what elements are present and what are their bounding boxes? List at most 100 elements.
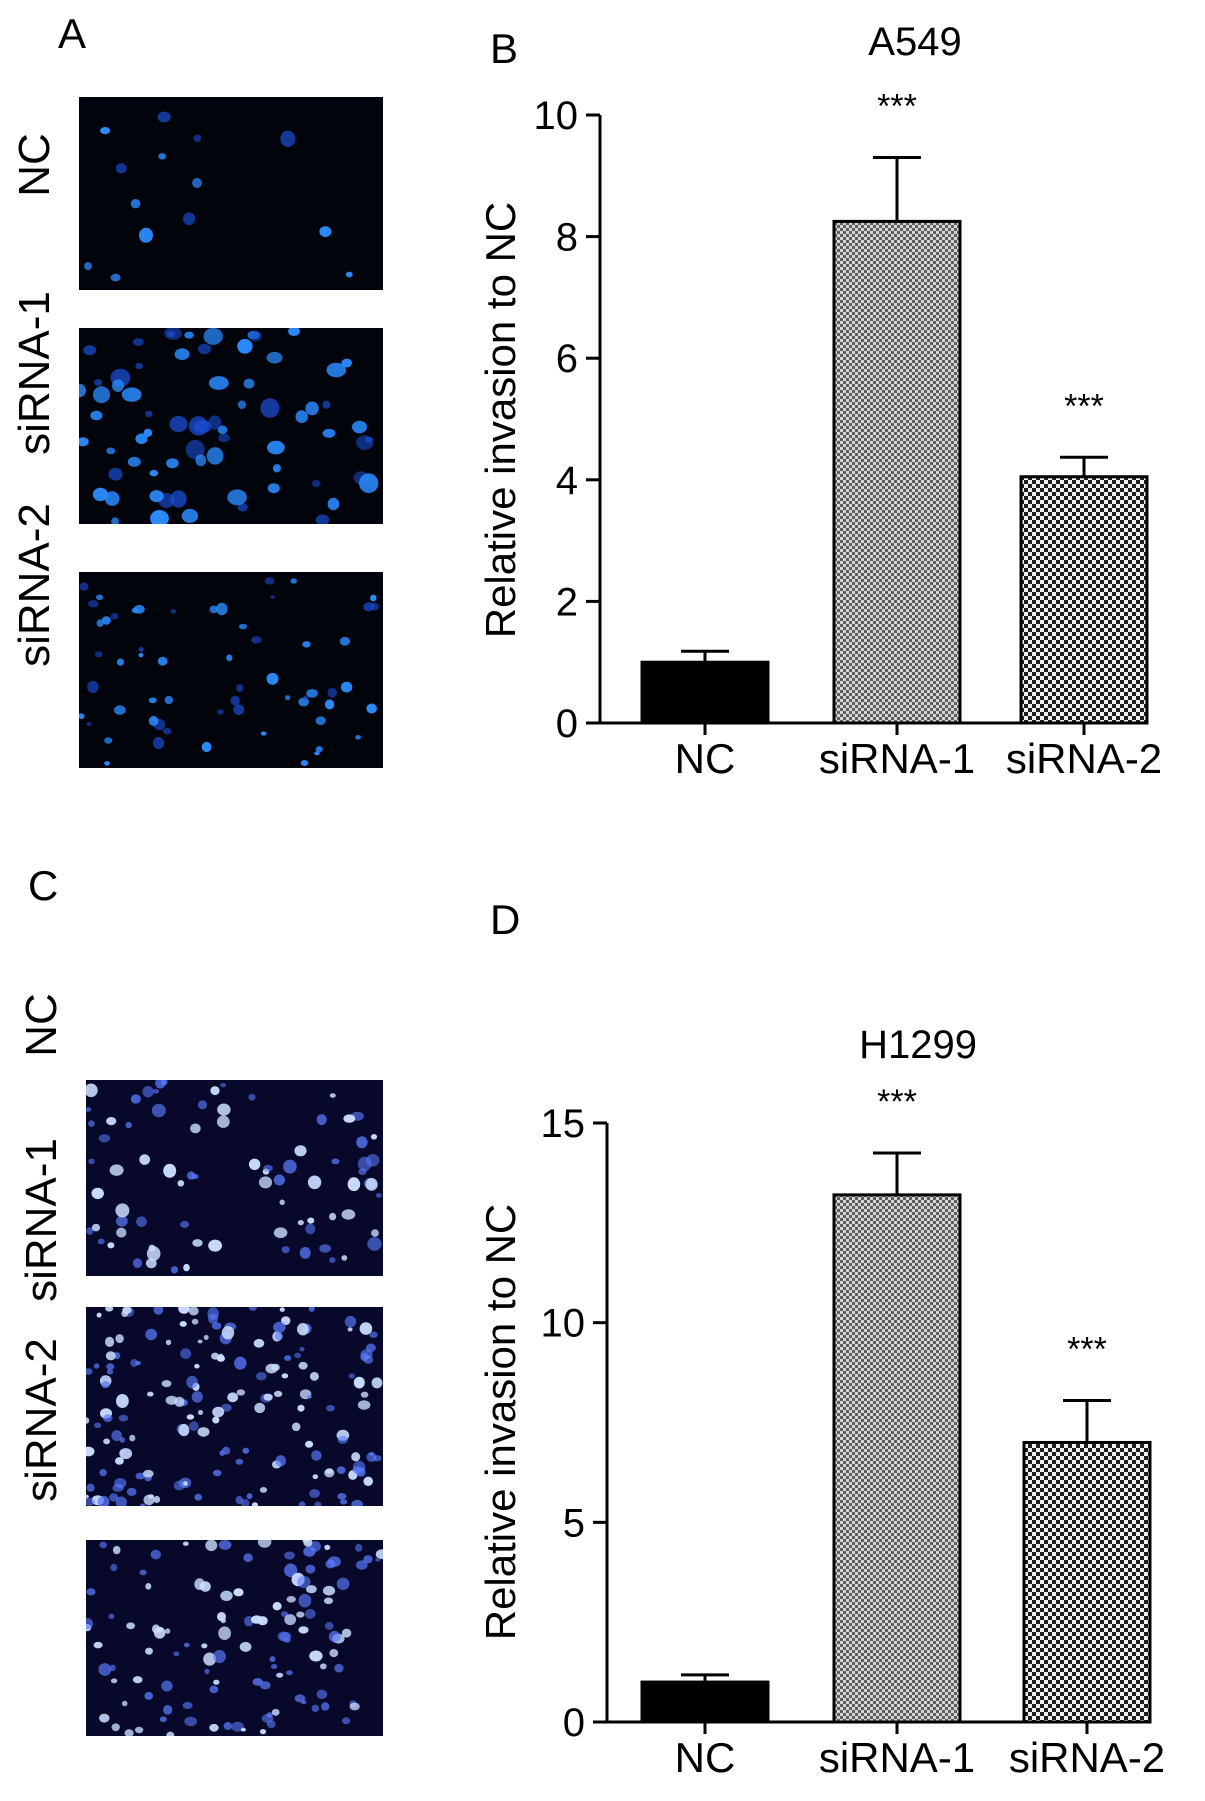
cell-nucleus [98, 1134, 111, 1143]
cell-nucleus [93, 1641, 103, 1649]
cell-nucleus [86, 1588, 96, 1596]
cell-nucleus [209, 605, 218, 614]
cell-nucleus [345, 271, 353, 278]
cell-nucleus [371, 1377, 383, 1389]
cell-nucleus [158, 153, 166, 160]
cell-nucleus [334, 1663, 344, 1673]
cell-nucleus [205, 1540, 218, 1552]
cell-nucleus [145, 1328, 158, 1341]
cell-nucleus [79, 437, 89, 447]
x-tick-label: siRNA-2 [1006, 735, 1162, 782]
cell-nucleus [360, 1391, 369, 1398]
cell-nucleus [306, 1395, 312, 1399]
cell-nucleus [79, 383, 86, 398]
cell-nucleus [249, 330, 262, 342]
cell-nucleus [365, 1178, 378, 1191]
cell-nucleus [311, 1704, 320, 1712]
cell-nucleus [212, 1469, 222, 1477]
cell-nucleus [370, 1134, 378, 1140]
cell-nucleus [213, 1679, 220, 1685]
cell-nucleus [119, 1448, 133, 1460]
y-tick-label: 10 [534, 94, 579, 138]
cell-nucleus [294, 1145, 307, 1157]
micrograph-a549-nc-cells [84, 111, 353, 282]
cell-nucleus [151, 1624, 161, 1634]
cell-nucleus [95, 651, 103, 658]
cell-nucleus [112, 379, 124, 392]
cell-nucleus [303, 695, 309, 701]
y-tick-label: 10 [541, 1302, 586, 1346]
cell-nucleus [119, 1437, 126, 1443]
cell-nucleus [170, 1266, 179, 1274]
cell-nucleus [355, 735, 361, 740]
cell-nucleus [299, 1347, 305, 1352]
cell-nucleus [115, 163, 127, 174]
cell-nucleus [150, 1549, 161, 1560]
cell-nucleus [331, 1158, 340, 1165]
cell-nucleus [110, 613, 119, 620]
cell-nucleus [163, 727, 172, 735]
cell-nucleus [305, 1564, 316, 1574]
cell-nucleus [306, 689, 318, 698]
cell-nucleus [251, 1502, 258, 1506]
cell-nucleus [163, 1705, 173, 1715]
cell-nucleus [83, 345, 97, 356]
cell-nucleus [257, 1540, 272, 1548]
cell-nucleus [86, 1483, 95, 1492]
cell-nucleus [138, 647, 144, 652]
cell-nucleus [270, 1664, 278, 1669]
cell-nucleus [375, 1193, 382, 1198]
chart-title: H1299 [859, 1023, 977, 1067]
cell-nucleus [260, 731, 267, 736]
cell-nucleus [184, 1716, 198, 1727]
cell-nucleus [166, 331, 176, 338]
cell-nucleus [309, 1372, 319, 1381]
cell-nucleus [106, 447, 116, 455]
cell-nucleus [135, 433, 148, 445]
cell-nucleus [299, 1247, 311, 1259]
x-tick-label: NC [675, 735, 736, 782]
cell-nucleus [298, 1501, 306, 1506]
cell-nucleus [197, 1427, 210, 1437]
cell-nucleus [207, 1313, 219, 1324]
cell-nucleus [210, 1086, 220, 1096]
cell-nucleus [217, 709, 224, 715]
cell-nucleus [104, 737, 113, 744]
cell-nucleus [227, 489, 247, 506]
cell-nucleus [179, 1321, 187, 1327]
cell-nucleus [284, 1614, 297, 1626]
cell-nucleus [126, 1622, 135, 1630]
cell-nucleus [237, 400, 246, 409]
cell-nucleus [252, 1678, 263, 1686]
cell-nucleus [364, 436, 373, 443]
cell-nucleus [91, 1223, 101, 1232]
cell-nucleus [314, 751, 320, 756]
cell-nucleus [170, 609, 177, 614]
y-tick-label: 4 [556, 459, 578, 503]
cell-nucleus [218, 433, 230, 442]
cell-nucleus [236, 1389, 246, 1396]
cell-nucleus [166, 458, 179, 469]
cell-nucleus [212, 1416, 220, 1424]
cell-nucleus [161, 1380, 172, 1388]
cell-nucleus [86, 1446, 95, 1457]
cell-nucleus [109, 1164, 124, 1176]
cell-nucleus [246, 1493, 253, 1500]
cell-nucleus [236, 684, 244, 692]
y-tick-label: 6 [556, 337, 578, 381]
cell-nucleus [165, 1339, 172, 1346]
micrograph-h1299-nc-cells [86, 1080, 383, 1276]
cell-nucleus [263, 1393, 273, 1401]
cell-nucleus [217, 425, 228, 435]
cell-nucleus [273, 1321, 286, 1333]
cell-nucleus [347, 1327, 353, 1332]
cell-nucleus [148, 716, 159, 726]
cell-nucleus [359, 473, 379, 493]
cell-nucleus [329, 1212, 337, 1221]
cell-nucleus [142, 1086, 154, 1098]
cell-nucleus [86, 1618, 94, 1630]
cell-nucleus [259, 1729, 267, 1735]
cell-nucleus [132, 338, 144, 346]
cell-nucleus [336, 1466, 346, 1474]
x-tick-label: siRNA-2 [1009, 1734, 1165, 1781]
